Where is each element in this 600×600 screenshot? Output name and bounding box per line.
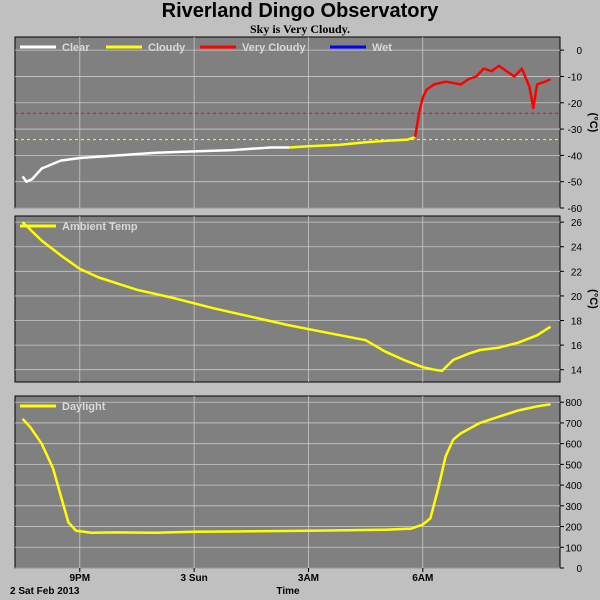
panel-sky: 0 -10 -20 -30 -40 -50 -60 (°C) Clear Cloudy Very C… bbox=[14, 36, 599, 215]
series-line-cloudy bbox=[289, 135, 416, 149]
y-tick-label: 20 bbox=[571, 292, 583, 303]
panel-background bbox=[14, 36, 561, 209]
series-line-daylight bbox=[21, 403, 551, 535]
y-tick-label: -40 bbox=[568, 151, 583, 162]
y-tick-label: 0 bbox=[576, 564, 582, 575]
legend-label: Very Cloudy bbox=[242, 42, 306, 54]
y-tick-label: 24 bbox=[571, 243, 583, 254]
y-tick-label: 300 bbox=[565, 502, 582, 513]
y-tick-label: 700 bbox=[565, 419, 582, 430]
x-tick-label: 3 Sun bbox=[181, 573, 208, 584]
y-tick-label: -30 bbox=[568, 125, 583, 136]
legend-label: Daylight bbox=[62, 401, 106, 413]
panel-ambient: 26 24 22 20 18 16 14 (°C) Ambient Temp bbox=[14, 215, 599, 383]
y-tick-label: 400 bbox=[565, 481, 582, 492]
legend-label: Cloudy bbox=[148, 42, 186, 54]
y-tick-label: -10 bbox=[568, 72, 583, 83]
panel-daylight: 800 700 600 500 400 300 200 100 0 Daylight bbox=[14, 395, 582, 575]
y-tick-label: 800 bbox=[565, 398, 582, 409]
y-tick-label: 22 bbox=[571, 267, 583, 278]
y-tick-label: -60 bbox=[568, 204, 583, 215]
y-tick-label: 14 bbox=[571, 366, 583, 377]
y-tick-label: 18 bbox=[571, 317, 583, 328]
y-tick-label: 0 bbox=[576, 46, 582, 57]
x-tick-label: 6AM bbox=[412, 573, 433, 584]
legend-label: Ambient Temp bbox=[62, 221, 138, 233]
y-tick-label: -20 bbox=[568, 99, 583, 110]
y-tick-label: 200 bbox=[565, 523, 582, 534]
series-line-very-cloudy bbox=[413, 64, 552, 138]
y-tick-label: -50 bbox=[568, 178, 583, 189]
panel-background bbox=[14, 395, 561, 569]
legend-label: Wet bbox=[372, 42, 392, 54]
series-line-clear bbox=[21, 146, 290, 183]
series-line-ambient-temp bbox=[21, 221, 552, 373]
y-axis-label: (°C) bbox=[587, 289, 599, 309]
page-title: Riverland Dingo Observatory bbox=[161, 0, 439, 22]
y-tick-label: 500 bbox=[565, 460, 582, 471]
y-axis-label: (°C) bbox=[587, 113, 599, 133]
legend-label: Clear bbox=[62, 42, 90, 54]
y-tick-label: 26 bbox=[571, 218, 583, 229]
x-axis-label: Time bbox=[276, 586, 300, 597]
y-tick-label: 600 bbox=[565, 440, 582, 451]
x-tick-label: 9PM bbox=[70, 573, 91, 584]
date-label: 2 Sat Feb 2013 bbox=[10, 586, 80, 597]
panel-background bbox=[14, 215, 561, 383]
y-tick-label: 16 bbox=[571, 341, 583, 352]
y-tick-label: 100 bbox=[565, 543, 582, 554]
x-tick-label: 3AM bbox=[298, 573, 319, 584]
sky-status: Sky is Very Cloudy. bbox=[249, 22, 351, 36]
